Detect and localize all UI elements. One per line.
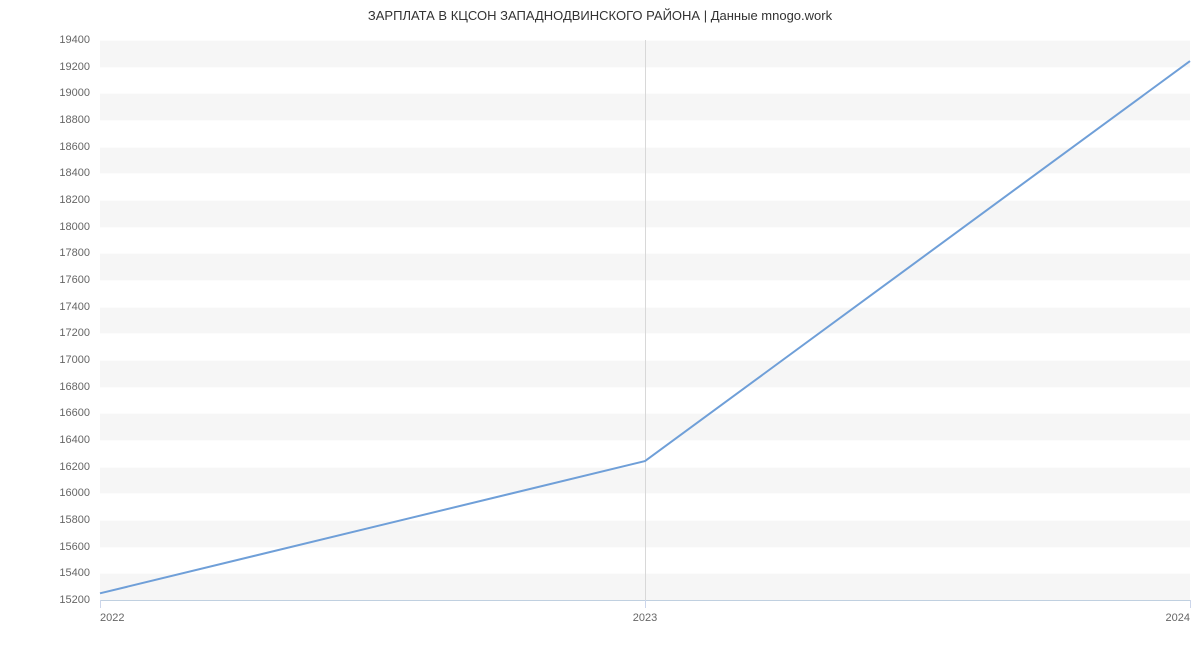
y-axis-label: 15800 [50, 514, 90, 526]
chart-title: ЗАРПЛАТА В КЦСОН ЗАПАДНОДВИНСКОГО РАЙОНА… [0, 8, 1200, 23]
plot-area [100, 40, 1190, 600]
y-axis-label: 17000 [50, 354, 90, 366]
y-axis-label: 18400 [50, 167, 90, 179]
x-tick [645, 600, 646, 608]
y-axis-label: 17600 [50, 274, 90, 286]
y-axis-label: 19200 [50, 61, 90, 73]
y-axis-label: 16000 [50, 487, 90, 499]
y-axis-label: 17800 [50, 247, 90, 259]
salary-line [100, 61, 1190, 593]
y-axis-label: 15200 [50, 594, 90, 606]
line-series-layer [100, 40, 1190, 600]
x-tick [100, 600, 101, 608]
x-axis-label: 2022 [100, 612, 124, 624]
y-axis-label: 16600 [50, 407, 90, 419]
x-axis-label: 2023 [633, 612, 657, 624]
x-tick [1190, 600, 1191, 608]
y-axis-label: 18800 [50, 114, 90, 126]
y-axis-label: 18000 [50, 221, 90, 233]
y-axis-label: 18200 [50, 194, 90, 206]
y-axis-label: 19000 [50, 87, 90, 99]
salary-line-chart: ЗАРПЛАТА В КЦСОН ЗАПАДНОДВИНСКОГО РАЙОНА… [0, 0, 1200, 650]
y-axis-label: 17400 [50, 301, 90, 313]
y-axis-label: 16400 [50, 434, 90, 446]
x-axis-label: 2024 [1166, 612, 1190, 624]
y-axis-label: 19400 [50, 34, 90, 46]
y-axis-label: 16800 [50, 381, 90, 393]
y-axis-label: 15400 [50, 567, 90, 579]
y-axis-label: 18600 [50, 141, 90, 153]
y-axis-label: 17200 [50, 327, 90, 339]
y-axis-label: 16200 [50, 461, 90, 473]
y-axis-label: 15600 [50, 541, 90, 553]
